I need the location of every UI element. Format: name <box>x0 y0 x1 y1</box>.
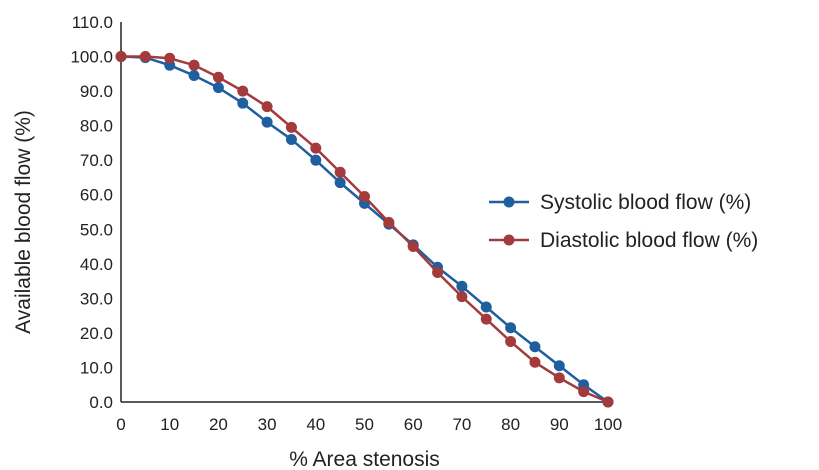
x-tick-label: 60 <box>404 415 423 434</box>
data-point <box>505 322 517 334</box>
data-point <box>456 291 468 303</box>
data-point <box>529 356 541 368</box>
data-point <box>285 121 297 133</box>
x-tick-label: 70 <box>452 415 471 434</box>
y-tick-label: 40.0 <box>80 255 113 274</box>
data-point <box>529 341 541 353</box>
data-point <box>602 396 614 408</box>
legend: Systolic blood flow (%) Diastolic blood f… <box>489 191 758 252</box>
y-tick-label: 80.0 <box>80 117 113 136</box>
data-point <box>456 280 468 292</box>
axes <box>120 22 608 403</box>
data-point <box>553 360 565 372</box>
y-tick-label: 10.0 <box>80 358 113 377</box>
legend-label: Systolic blood flow (%) <box>540 191 751 214</box>
legend-item: Diastolic blood flow (%) <box>489 229 758 252</box>
data-point <box>139 51 151 63</box>
x-tick-label: 20 <box>209 415 228 434</box>
y-tick-label: 0.0 <box>89 393 113 412</box>
y-tick-label: 100.0 <box>70 48 113 67</box>
y-tick-label: 90.0 <box>80 82 113 101</box>
series-systolic <box>115 51 614 408</box>
data-point <box>334 177 346 189</box>
data-point <box>115 51 127 63</box>
y-tick-label: 60.0 <box>80 186 113 205</box>
data-point <box>334 166 346 178</box>
data-point <box>261 101 273 113</box>
data-point <box>578 386 590 398</box>
x-tick-label: 40 <box>306 415 325 434</box>
y-tick-label: 30.0 <box>80 289 113 308</box>
x-tick-labels: 0 10 20 30 40 50 60 70 80 90 100 <box>116 415 622 434</box>
data-point <box>285 133 297 145</box>
x-tick-label: 0 <box>116 415 125 434</box>
data-point <box>553 372 565 384</box>
x-tick-label: 10 <box>160 415 179 434</box>
data-point <box>383 216 395 228</box>
data-point <box>164 52 176 64</box>
data-point <box>480 313 492 325</box>
y-tick-label: 20.0 <box>80 324 113 343</box>
y-tick-label: 110.0 <box>72 13 113 32</box>
legend-marker <box>503 234 515 246</box>
series-diastolic <box>115 51 614 408</box>
data-point <box>188 59 200 71</box>
y-tick-label: 70.0 <box>80 151 113 170</box>
y-tick-labels: 0.0 10.0 20.0 30.0 40.0 50.0 60.0 70.0 80.0 90.0 1… <box>70 13 113 412</box>
data-point <box>261 116 273 128</box>
data-point <box>505 336 517 348</box>
x-tick-label: 100 <box>594 415 622 434</box>
series-layer <box>115 51 614 408</box>
y-tick-label: 50.0 <box>80 220 113 239</box>
data-point <box>212 71 224 83</box>
data-point <box>237 85 249 97</box>
data-point <box>188 70 200 82</box>
data-point <box>310 142 322 154</box>
data-point <box>480 301 492 313</box>
data-point <box>407 241 419 253</box>
x-tick-label: 80 <box>501 415 520 434</box>
legend-item: Systolic blood flow (%) <box>489 191 751 214</box>
data-point <box>310 154 322 166</box>
data-point <box>432 266 444 278</box>
x-tick-label: 50 <box>355 415 374 434</box>
x-tick-label: 90 <box>550 415 569 434</box>
legend-label: Diastolic blood flow (%) <box>540 229 758 252</box>
data-point <box>237 97 249 109</box>
data-point <box>359 190 370 202</box>
x-axis-title: % Area stenosis <box>289 448 440 470</box>
x-tick-label: 30 <box>258 415 277 434</box>
y-axis-title: Available blood flow (%) <box>12 110 35 334</box>
data-point <box>212 82 224 94</box>
legend-marker <box>503 196 515 208</box>
